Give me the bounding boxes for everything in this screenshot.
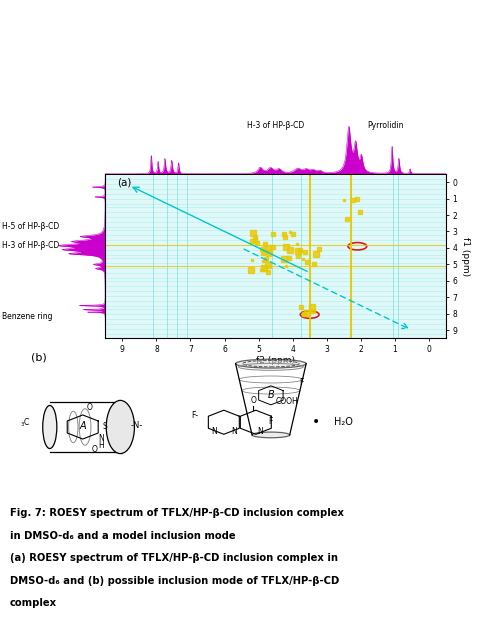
Text: H-3 of HP-β-CD: H-3 of HP-β-CD [247, 120, 304, 130]
Text: H₂O: H₂O [334, 417, 353, 427]
Text: $_3$C: $_3$C [21, 417, 31, 430]
Text: -N-: -N- [131, 421, 143, 430]
Text: N: N [212, 427, 217, 436]
Ellipse shape [106, 401, 134, 453]
Text: H-5 of HP-β-CD: H-5 of HP-β-CD [2, 222, 60, 231]
Text: Fig. 7: ROESY spectrum of TFLX/HP-β-CD inclusion complex: Fig. 7: ROESY spectrum of TFLX/HP-β-CD i… [10, 509, 344, 519]
Text: N: N [258, 427, 264, 436]
Text: F: F [269, 417, 273, 426]
X-axis label: f2 (ppm): f2 (ppm) [256, 356, 295, 366]
Text: (b): (b) [31, 353, 47, 363]
Text: O: O [92, 445, 98, 455]
Y-axis label: f1 (ppm): f1 (ppm) [461, 237, 470, 276]
Text: N: N [231, 427, 237, 436]
Text: O: O [87, 403, 93, 412]
Text: H-3 of HP-β-CD: H-3 of HP-β-CD [2, 241, 60, 250]
Text: F-: F- [191, 410, 198, 420]
Ellipse shape [43, 406, 57, 448]
Text: DMSO-d₆ and (b) possible inclusion mode of TFLX/HP-β-CD: DMSO-d₆ and (b) possible inclusion mode … [10, 576, 339, 586]
Text: (a) ROESY spectrum of TFLX/HP-β-CD inclusion complex in: (a) ROESY spectrum of TFLX/HP-β-CD inclu… [10, 553, 338, 563]
Ellipse shape [236, 359, 306, 368]
Text: (a): (a) [117, 178, 132, 188]
Text: A: A [79, 422, 86, 432]
Text: S: S [103, 422, 108, 432]
Text: F: F [299, 378, 304, 387]
Text: complex: complex [10, 598, 57, 608]
Text: in DMSO-d₆ and a model inclusion mode: in DMSO-d₆ and a model inclusion mode [10, 531, 235, 541]
Text: Benzene ring: Benzene ring [2, 312, 53, 321]
Text: Pyrrolidin: Pyrrolidin [368, 120, 404, 130]
Text: COOH: COOH [275, 397, 298, 406]
Text: •: • [312, 415, 319, 429]
Text: O: O [250, 396, 256, 405]
Text: N: N [98, 433, 104, 443]
Text: B: B [268, 391, 274, 401]
Text: H: H [98, 441, 104, 450]
Ellipse shape [252, 432, 290, 438]
